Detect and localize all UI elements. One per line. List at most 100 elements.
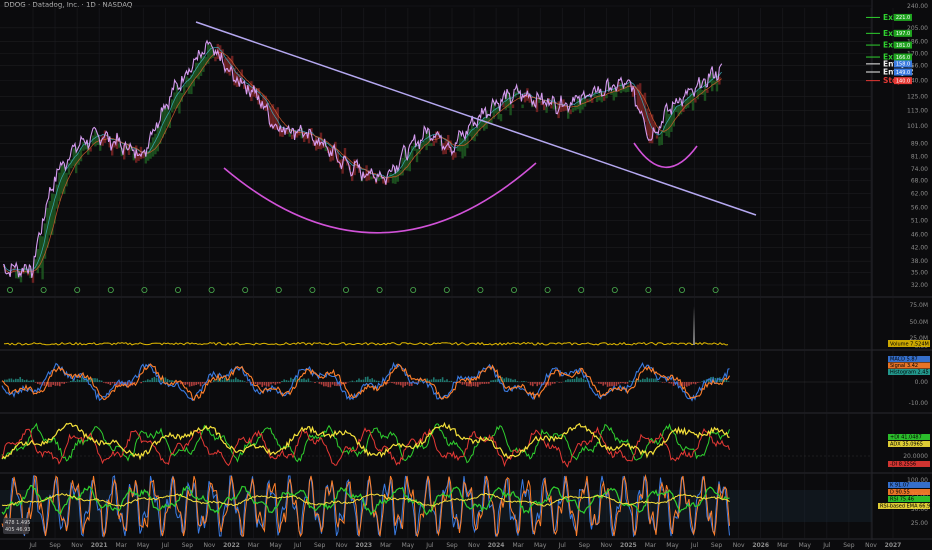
dmi-legend-label: ADX 35.0965 [890,442,923,448]
cloud-segment [271,104,275,129]
macd-histogram-bar [488,382,490,384]
cloud-segment [214,56,217,62]
volume-line [3,341,729,346]
macd-histogram-bar [578,378,580,382]
macd-histogram-bar [617,382,620,385]
macd-histogram-bar [195,382,197,385]
macd-histogram-bar [576,376,578,382]
cloud-segment [175,85,179,109]
rsi-line [1,484,730,516]
cloud-segment [130,146,133,151]
time-tick-label: 2025 [620,542,637,549]
cloud-segment [396,168,399,182]
time-tick-label: May [666,542,679,549]
cloud-segment [168,112,171,128]
cloud-segment [648,113,651,144]
cloud-segment [60,165,63,194]
macd-histogram-bar [481,382,483,384]
macd-histogram-bar [283,379,285,382]
cloud-segment [319,132,323,150]
cloud-segment [586,98,589,103]
stoch-rsi-tick-label: 100.00 [907,477,928,484]
macd-histogram-bar [230,379,233,382]
macd-histogram-bar [61,382,63,384]
macd-histogram-bar [279,382,281,384]
trade-level-tag [894,41,912,49]
watermark-line2: 405 46.93 [5,527,30,533]
stoch-rsi-legend-label: D 90.55 [890,490,910,496]
macd-histogram-bar [303,378,305,382]
cloud-segment [528,96,531,103]
macd-histogram-bar [63,382,65,384]
cloud-segment [187,77,191,94]
macd-histogram-bar [690,382,692,385]
stoch-rsi-tick-label: 50.00 [911,506,928,513]
macd-histogram-bar [89,377,92,382]
macd-histogram-bar [468,382,470,387]
price-tick-label: 101.00 [907,123,928,130]
earnings-marker [611,286,618,293]
cloud-segment [159,126,162,144]
macd-histogram-bar [151,377,153,382]
price-tick-label: 74.00 [911,166,928,173]
cloud-segment [571,107,575,113]
macd-histogram-bar [188,382,191,387]
macd-histogram-bar [263,382,266,386]
macd-histogram-bar [186,382,189,385]
macd-histogram-bar [477,382,479,387]
macd-histogram-bar [356,380,358,382]
macd-histogram-bar [386,382,389,384]
cloud-segment [605,94,608,99]
macd-histogram-bar [633,380,635,382]
cloud-segment [615,89,618,98]
cloud-segment [281,127,284,137]
macd-histogram-bar [98,379,101,382]
macd-histogram-bar [103,382,105,383]
macd-histogram-bar [701,381,703,382]
macd-histogram-bar [466,382,468,387]
time-tick-label: Mar [380,542,392,549]
macd-histogram-bar [569,379,571,382]
cloud-segment [315,136,318,151]
trade-level-tag-value: 166.0 [896,55,910,61]
macd-histogram-bar [589,381,591,382]
cloud-segment [36,248,39,274]
cloud-segment [463,139,467,157]
macd-histogram-bar [692,382,695,384]
time-tick-label: Mar [248,542,260,549]
time-tick-label: 2022 [223,542,240,549]
macd-histogram-bar [628,380,631,382]
cloud-segment [408,151,411,172]
cloud-segment [689,92,692,104]
cloud-segment [166,107,169,127]
macd-histogram-bar [714,377,717,382]
cloud-segment [19,275,23,283]
time-tick-label: Jul [690,542,699,549]
earnings-marker [7,286,13,293]
cloud-segment [471,124,474,140]
earnings-marker [242,286,249,293]
trade-level-tag [894,68,912,76]
macd-histogram-bar [39,382,41,385]
macd-histogram-bar [615,382,618,386]
trade-level-tag [894,60,912,68]
cloud-segment [139,146,143,160]
macd-histogram-bar [241,380,244,382]
macd-histogram-bar [56,382,59,386]
macd-histogram-bar [648,378,651,382]
macd-histogram-bar [19,377,21,382]
macd-histogram-bar [496,378,499,382]
time-tick-label: 2027 [885,542,902,549]
macd-histogram-bar [314,382,316,384]
macd-histogram-bar [180,382,182,385]
macd-histogram-bar [345,382,347,385]
stoch-rsi-legend-label: K 91.07 [890,483,909,489]
macd-histogram-bar [683,382,686,387]
macd-histogram-bar [59,382,61,387]
cloud-segment [115,134,119,149]
cloud-segment [365,165,368,182]
macd-histogram-bar [92,378,94,382]
macd-histogram-bar [582,378,585,382]
trade-level-tag-value: 197.0 [896,31,910,37]
